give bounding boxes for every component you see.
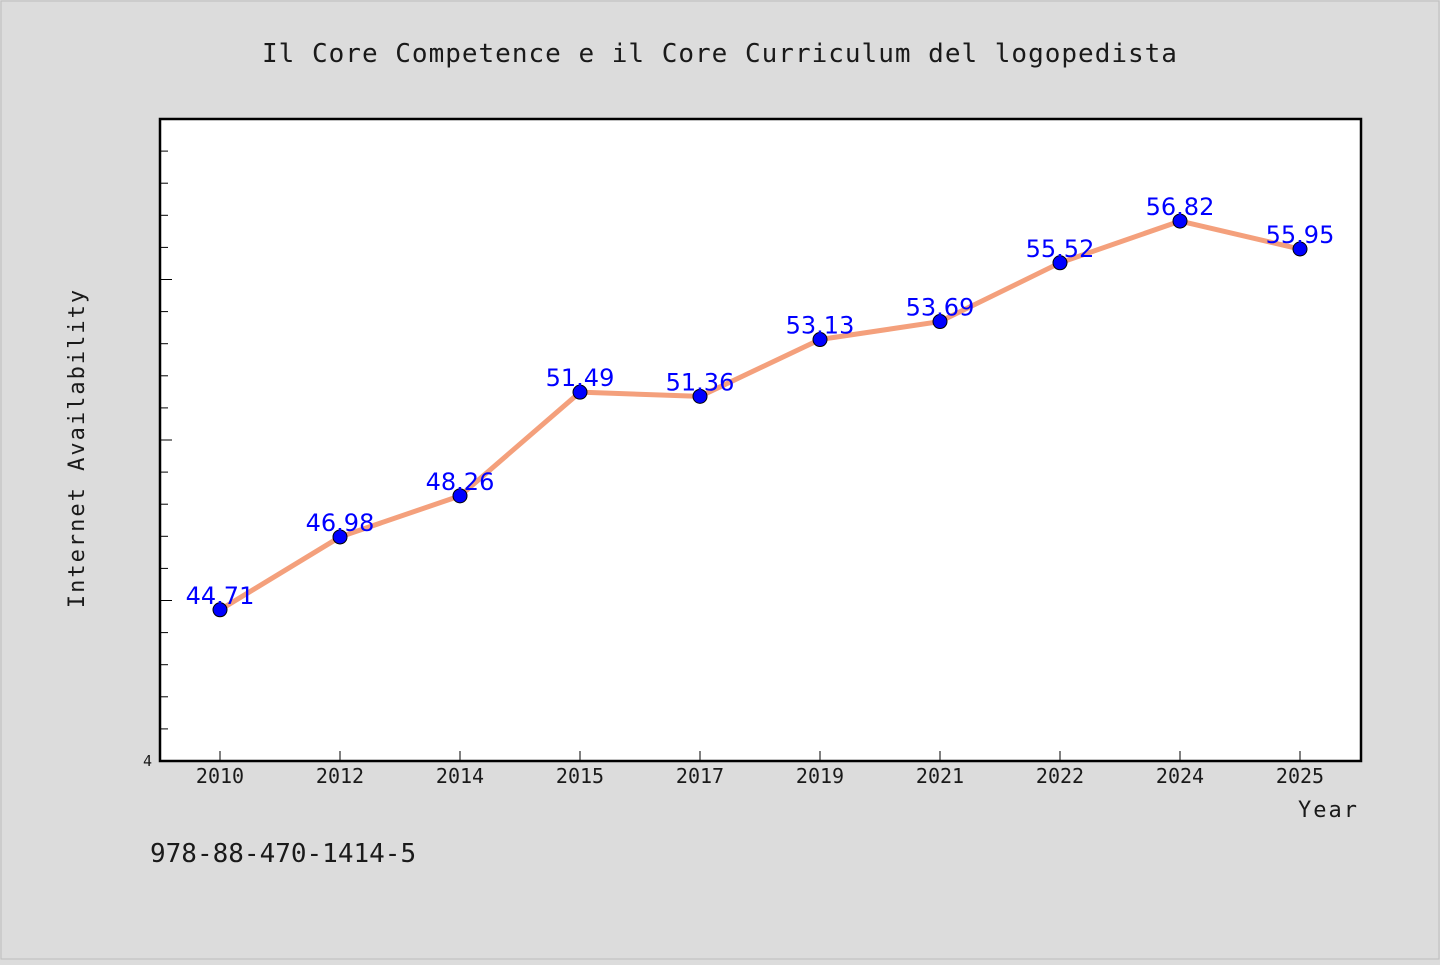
y-tick-label-bottom: 4 <box>143 752 152 770</box>
data-label: 48.26 <box>426 468 495 496</box>
data-labels: 44.71 46.98 48.26 51.49 51.36 53.13 53.69 55.52… <box>186 193 1335 610</box>
data-point-marker <box>572 384 588 400</box>
chart-title: Il Core Competence e il Core Curriculum … <box>262 39 1178 69</box>
data-label: 55.95 <box>1266 221 1335 249</box>
x-tick-label: 2025 <box>1276 764 1324 788</box>
x-tick-label: 2024 <box>1156 764 1204 788</box>
x-tick-label: 2014 <box>436 764 484 788</box>
data-point-marker <box>332 529 348 545</box>
x-tick-label: 2012 <box>316 764 364 788</box>
y-axis-title: Internet Availability <box>65 288 90 608</box>
series-line <box>217 218 1303 613</box>
isbn-footer: 978-88-470-1414-5 <box>150 839 416 869</box>
x-tick-label: 2015 <box>556 764 604 788</box>
data-label: 53.13 <box>786 312 855 340</box>
data-label: 53.69 <box>906 294 975 322</box>
x-axis-tick-labels: 2010 2012 2014 2015 2017 2019 2021 2022 2024 2025 <box>196 764 1324 788</box>
data-point-marker <box>1292 241 1308 257</box>
data-markers <box>212 213 1308 618</box>
data-point-marker <box>932 314 948 330</box>
x-tick-label: 2017 <box>676 764 724 788</box>
data-label: 55.52 <box>1026 235 1095 263</box>
data-point-marker <box>692 388 708 404</box>
data-label: 46.98 <box>306 509 375 537</box>
data-label: 51.49 <box>546 364 615 392</box>
data-point-marker <box>212 602 228 618</box>
data-point-marker <box>1172 213 1188 229</box>
y-axis-ticks <box>160 150 172 730</box>
x-tick-label: 2010 <box>196 764 244 788</box>
data-point-marker <box>812 332 828 348</box>
data-point-marker <box>1052 255 1068 271</box>
x-axis-ticks <box>219 751 1301 761</box>
x-axis-title: Year <box>1298 798 1359 823</box>
x-tick-label: 2019 <box>796 764 844 788</box>
data-point-marker <box>452 488 468 504</box>
data-label: 44.71 <box>186 582 255 610</box>
x-tick-label: 2021 <box>916 764 964 788</box>
x-tick-label: 2022 <box>1036 764 1084 788</box>
data-label: 56.82 <box>1146 193 1215 221</box>
data-label: 51.36 <box>666 368 735 396</box>
